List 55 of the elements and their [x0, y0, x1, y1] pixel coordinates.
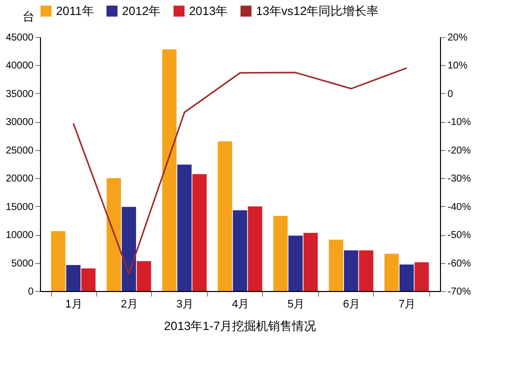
bar [400, 264, 414, 291]
y-tick-label: 35000 [6, 88, 34, 100]
y-tick-label: 5000 [11, 258, 34, 270]
text: 2013年1-7月挖掘机销售情况 [164, 319, 316, 333]
x-tick-label: 4月 [232, 298, 250, 310]
line-series [72, 67, 408, 275]
y-tick-label: 25000 [6, 145, 34, 156]
y-tick-label: 10000 [6, 230, 34, 242]
y2-tick-label: 10% [448, 60, 468, 72]
bar [359, 250, 374, 291]
bar [51, 231, 66, 291]
y2-tick-label: 0 [448, 88, 454, 100]
y2-tick-label: -70% [448, 286, 471, 298]
y2-tick-label: -60% [448, 258, 471, 270]
y-axis-title: 台 [22, 10, 34, 24]
y-tick-label: 45000 [6, 32, 34, 44]
bar [248, 206, 262, 291]
x-tick-label: 2月 [120, 298, 138, 310]
bar [328, 240, 344, 291]
x-tick-label: 3月 [176, 298, 194, 310]
bar [344, 250, 358, 291]
y-tick-label: 40000 [6, 60, 34, 72]
y2-tick-label: -50% [448, 230, 471, 242]
bar [122, 206, 136, 291]
y2-tick-label: -30% [448, 174, 471, 185]
bar [218, 141, 232, 291]
legend-label: 2012年 [122, 4, 161, 18]
x-tick-label: 5月 [287, 298, 305, 310]
bar [414, 262, 429, 291]
bar [106, 178, 121, 291]
x-tick-label: 6月 [343, 298, 360, 310]
y2-tick-label: 20% [448, 32, 468, 44]
y-tick-label: 15000 [6, 202, 34, 213]
bar [273, 216, 288, 291]
bar [177, 164, 192, 291]
bar [232, 210, 248, 291]
legend-label: 13年vs12年同比增长率 [256, 4, 379, 18]
legend-label: 2011年 [56, 4, 94, 18]
bar [303, 232, 318, 291]
bar [81, 268, 96, 291]
bar [192, 174, 207, 291]
y-tick-label: 0 [28, 286, 34, 298]
y2-tick-label: -20% [448, 145, 471, 156]
x-tick-label: 7月 [398, 298, 416, 310]
bar [136, 261, 152, 291]
y2-tick-label: -10% [448, 117, 471, 128]
x-tick-label: 1月 [65, 298, 82, 310]
y-tick-label: 20000 [6, 174, 34, 185]
bar [162, 49, 177, 291]
y-tick-label: 30000 [6, 117, 34, 128]
legend-label: 2013年 [189, 4, 228, 18]
bar [384, 254, 399, 291]
bar [66, 265, 80, 291]
y2-tick-label: -40% [448, 202, 471, 213]
bar [288, 236, 303, 291]
